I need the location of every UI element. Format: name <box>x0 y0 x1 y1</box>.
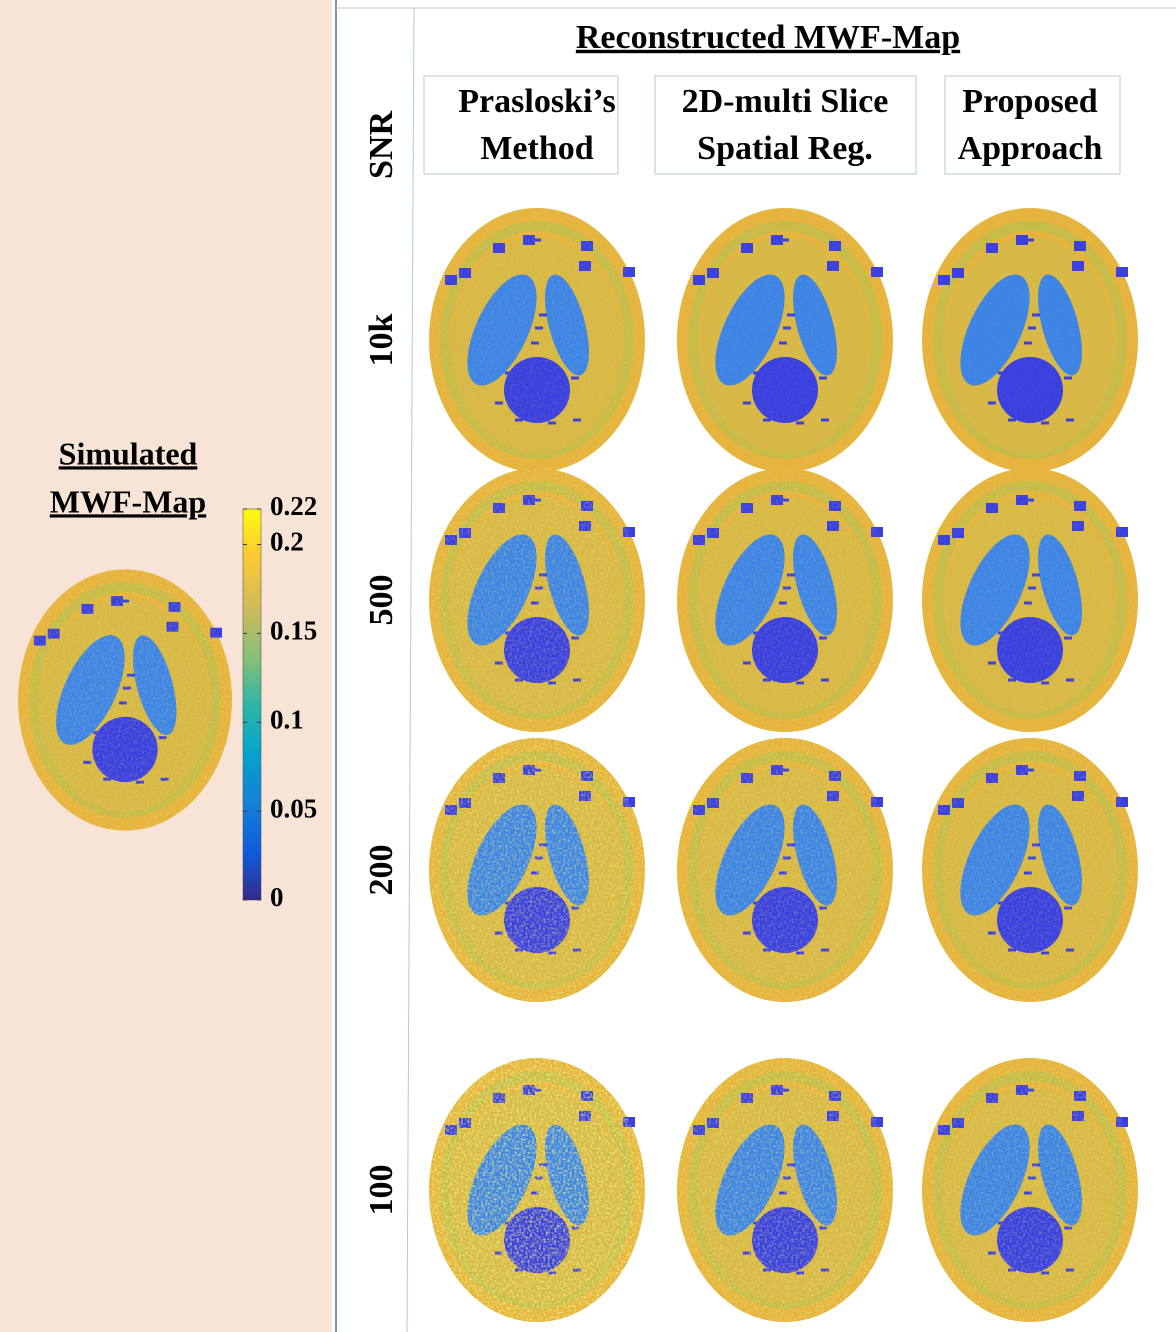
colorbar-tick-label: 0.05 <box>270 793 317 823</box>
colorbar-tick-label: 0.2 <box>270 527 304 557</box>
left-title: Simulated <box>59 435 198 471</box>
phantom-noise <box>922 738 1138 1002</box>
phantom-noise <box>922 208 1138 472</box>
phantom-noise <box>429 1058 645 1322</box>
panel-border <box>407 8 414 1332</box>
colorbar-tick-label: 0.1 <box>270 704 304 734</box>
phantom-noise <box>429 738 645 1002</box>
row-label: 500 <box>363 575 400 626</box>
phantom-noise <box>677 468 893 732</box>
phantom-image <box>677 1058 893 1322</box>
colorbar-tick-label: 0.15 <box>270 616 317 646</box>
phantom-image <box>429 208 645 472</box>
column-header: Spatial Reg. <box>697 130 873 167</box>
figure: Simulated MWF-Map Reconstructed MWF-Map … <box>0 0 1176 1332</box>
row-label: 10k <box>363 313 400 366</box>
phantom-noise <box>677 208 893 472</box>
phantom-image <box>922 738 1138 1002</box>
phantom-image <box>429 1058 645 1322</box>
colorbar-tick-label: 0 <box>270 882 284 912</box>
column-header: Prasloski’s <box>458 83 615 120</box>
row-label: 200 <box>363 845 400 896</box>
colorbar <box>243 509 261 900</box>
colorbar-tick-label: 0.22 <box>270 491 317 521</box>
left-title: MWF-Map <box>50 483 206 519</box>
phantom-image <box>429 468 645 732</box>
phantom-noise <box>922 1058 1138 1322</box>
phantom-noise <box>677 738 893 1002</box>
phantom-image <box>922 208 1138 472</box>
phantom-image <box>922 468 1138 732</box>
phantom-image <box>922 1058 1138 1322</box>
phantom-image <box>18 569 232 830</box>
phantom-image <box>677 208 893 472</box>
phantom-noise <box>922 468 1138 732</box>
column-header: Proposed <box>962 83 1097 120</box>
column-header: Method <box>480 130 593 167</box>
phantom-image <box>677 738 893 1002</box>
phantom-image <box>429 738 645 1002</box>
column-header: Approach <box>958 130 1103 167</box>
phantom-noise <box>429 208 645 472</box>
phantom-noise <box>677 1058 893 1322</box>
right-title: Reconstructed MWF-Map <box>576 19 960 56</box>
column-header: 2D-multi Slice <box>682 83 889 120</box>
phantom-noise <box>18 569 232 830</box>
phantom-noise <box>429 468 645 732</box>
row-label: 100 <box>363 1165 400 1216</box>
phantom-image <box>677 468 893 732</box>
snr-label: SNR <box>363 111 400 179</box>
